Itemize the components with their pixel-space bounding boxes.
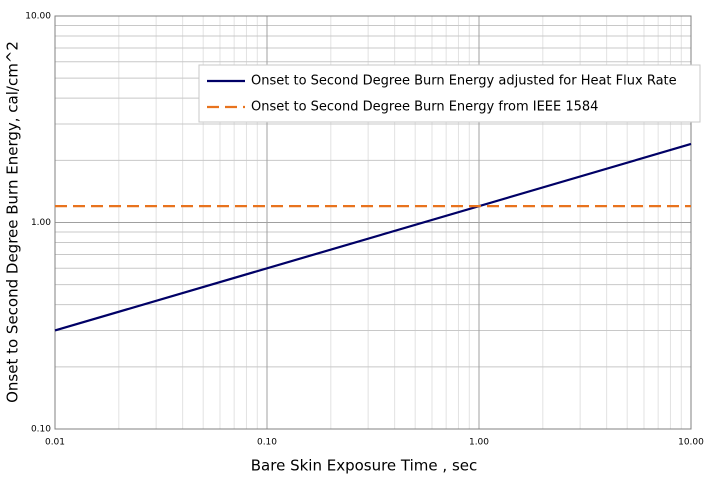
x-axis-label: Bare Skin Exposure Time , sec [251,457,477,475]
y-tick-label: 1.00 [31,218,51,228]
y-axis-label: Onset to Second Degree Burn Energy, cal/… [4,41,22,403]
y-tick-label: 0.10 [31,425,51,435]
legend-box [198,64,701,123]
x-tick-label: 0.10 [257,438,277,448]
x-tick-label: 10.00 [678,438,704,448]
legend-label: Onset to Second Degree Burn Energy adjus… [251,74,677,89]
legend-label: Onset to Second Degree Burn Energy from … [251,100,598,115]
plot-frame [54,15,692,430]
x-tick-label: 1.00 [469,438,489,448]
x-tick-label: 0.01 [45,438,65,448]
data-line [54,142,692,332]
y-tick-label: 10.00 [25,12,51,22]
